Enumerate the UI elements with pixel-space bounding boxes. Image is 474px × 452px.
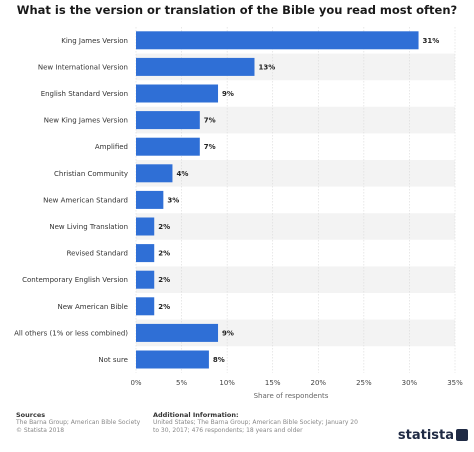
data-label: 4% (176, 170, 188, 178)
bar (136, 164, 173, 183)
bar (136, 31, 419, 50)
x-tick-label: 5% (176, 379, 187, 387)
x-tick-label: 20% (311, 379, 327, 387)
data-label: 31% (423, 37, 440, 45)
data-label: 2% (158, 250, 170, 258)
bar (136, 270, 155, 289)
sources-line: © Statista 2018 (16, 427, 65, 434)
x-tick-label: 35% (447, 379, 463, 387)
bar (136, 84, 219, 103)
data-label: 2% (158, 223, 170, 231)
category-label: Not sure (98, 356, 128, 364)
bar (136, 111, 200, 130)
bar (136, 217, 155, 236)
row-stripe (136, 213, 455, 240)
data-label: 2% (158, 303, 170, 311)
data-label: 2% (158, 276, 170, 284)
row-stripe (136, 266, 455, 293)
data-label: 3% (167, 196, 179, 204)
category-label: King James Version (61, 37, 128, 45)
bar (136, 57, 255, 76)
chart-title: What is the version or translation of th… (16, 3, 458, 17)
x-tick-label: 30% (402, 379, 418, 387)
bar (136, 323, 219, 342)
bar (136, 190, 164, 209)
x-tick-label: 15% (265, 379, 281, 387)
sources-line: The Barna Group; American Bible Society (16, 419, 141, 426)
additional-info-block: Additional Information: United States; T… (153, 411, 358, 435)
row-stripe (136, 160, 455, 187)
additional-info-line: United States; The Barna Group; American… (153, 419, 358, 426)
x-tick-label: 10% (219, 379, 235, 387)
bar (136, 297, 155, 316)
data-label: 8% (213, 356, 225, 364)
category-label: New King James Version (44, 117, 128, 125)
bar-chart: King James Version New International Vers… (14, 27, 463, 400)
x-axis-label: Share of respondents (254, 392, 329, 400)
x-tick-label: 0% (130, 379, 141, 387)
category-label: Christian Community (54, 170, 128, 178)
category-label: All others (1% or less combined) (14, 329, 128, 337)
footer: Sources The Barna Group; American Bible … (0, 408, 474, 452)
bar (136, 244, 155, 263)
category-label: New American Bible (58, 303, 128, 311)
statista-logo-icon (456, 429, 468, 441)
data-label: 9% (222, 90, 234, 98)
category-label: New Living Translation (49, 223, 128, 231)
additional-info-label: Additional Information: (153, 411, 239, 419)
category-label: New International Version (38, 63, 128, 71)
statista-logo[interactable]: statista (397, 428, 454, 443)
bar (136, 137, 200, 156)
data-label: 7% (204, 117, 216, 125)
data-label: 7% (204, 143, 216, 151)
sources-label: Sources (16, 411, 46, 419)
data-label: 9% (222, 329, 234, 337)
category-label: Contemporary English Version (22, 276, 128, 284)
category-label: English Standard Version (41, 90, 128, 98)
bar (136, 350, 209, 369)
category-label: Revised Standard (67, 250, 128, 258)
data-label: 13% (258, 63, 275, 71)
x-tick-label: 25% (356, 379, 372, 387)
additional-info-line: to 30, 2017; 476 respondents; 18 years a… (153, 427, 303, 434)
category-label: New American Standard (43, 196, 128, 204)
category-label: Amplified (95, 143, 128, 151)
sources-block: Sources The Barna Group; American Bible … (16, 411, 140, 435)
